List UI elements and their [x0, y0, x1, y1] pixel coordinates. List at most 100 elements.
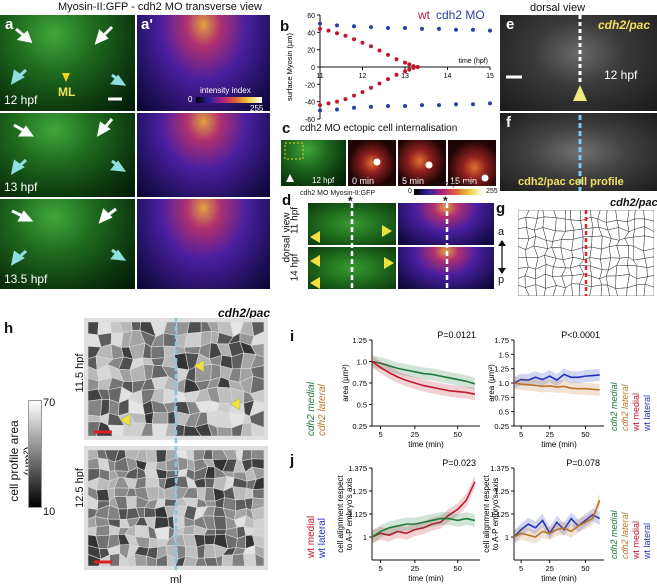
zoom-box	[284, 142, 304, 160]
cell-polygon	[644, 218, 654, 232]
y-tick-label: 0.25	[494, 422, 509, 431]
y-tick-label: 20	[307, 48, 315, 55]
cell-polygon	[87, 526, 97, 537]
scatter-point	[352, 37, 356, 42]
cell-polygon	[203, 557, 218, 567]
error-band	[372, 512, 475, 544]
y-tick-label: -60	[305, 117, 315, 124]
legend-cdh2-lateral: cdh2 lateral	[317, 384, 328, 436]
panel-h-colorbar-max: 70	[43, 397, 56, 409]
series-line	[513, 373, 600, 384]
cell-polygon	[644, 256, 654, 268]
cell-polygon	[213, 515, 227, 530]
p-value: P<0.0001	[561, 330, 600, 340]
scatter-point	[386, 104, 390, 108]
scatter-point	[411, 65, 416, 70]
panel-label-c: c	[282, 120, 291, 137]
chart-j-right: 1 1.125 1.25 1.375 5 25 50 time (min) cell align…	[482, 458, 604, 583]
panel-d-colorbar	[414, 189, 484, 195]
panel-h-cell-maps	[84, 318, 268, 570]
cyan-arrow-icon	[10, 68, 127, 266]
scatter-point	[420, 26, 424, 31]
scatter-point	[403, 104, 407, 108]
panel-label-e: e	[506, 16, 515, 33]
scatter-point	[386, 77, 390, 82]
panel-label-a: a	[5, 16, 14, 33]
cell-polygon	[643, 235, 654, 252]
legend-wt-lateral: wt lateral	[642, 522, 652, 559]
panel-g-genotype: cdh2/pac	[610, 197, 657, 209]
scatter-point	[369, 25, 373, 30]
legend-wt-lateral: wt lateral	[317, 517, 328, 558]
cell-polygon	[570, 210, 582, 222]
panel-e-time: 12 hpf	[604, 68, 638, 82]
x-tick-label: 50	[454, 564, 462, 573]
axis-label-p: p	[498, 274, 505, 286]
scatter-point	[437, 103, 441, 108]
legend-cdh2-mo: cdh2 MO	[436, 8, 485, 22]
y-tick-label: 0	[311, 65, 315, 72]
legend-wt-medial: wt medial	[631, 392, 641, 431]
chart-j-left: 1 1.125 1.25 1.375 5 25 50 time (min) cell align…	[336, 458, 480, 583]
panel-label-b: b	[280, 18, 290, 35]
cell-polygon	[626, 284, 637, 296]
chart-i-right: 0.25 0.5 0.75 1.0 1.25 1.5 1.75 5 25 50 time (min)…	[487, 330, 604, 449]
scatter-point	[407, 62, 412, 67]
cell-polygon	[615, 287, 628, 296]
scatter-point	[352, 24, 356, 29]
cell-polygon	[87, 321, 99, 336]
y-axis-label: area (µm²)	[487, 364, 496, 402]
p-value: P=0.078	[566, 458, 600, 468]
scatter-point	[343, 33, 348, 38]
error-band	[372, 355, 475, 390]
cell-polygon	[252, 488, 265, 500]
cell-polygon	[552, 285, 566, 296]
p-value: P=0.023	[442, 458, 476, 468]
y-tick-label: -40	[305, 100, 315, 107]
scatter-point	[377, 81, 382, 86]
scatter-point	[343, 97, 348, 102]
y-axis-label: area (µm²)	[341, 364, 350, 402]
scatter-point	[318, 108, 322, 113]
y-tick-label: 0.5	[357, 401, 367, 410]
cell-polygon	[184, 332, 202, 348]
cell-polygon	[117, 508, 128, 520]
cell-polygon	[186, 321, 202, 334]
panel-label-g: g	[496, 200, 506, 217]
panel-label-a-prime: a'	[141, 16, 153, 33]
panel-label-f: f	[506, 114, 511, 131]
panel-label-d: d	[282, 192, 292, 209]
series-line	[513, 513, 601, 538]
y-tick-label: 1.375	[490, 464, 509, 473]
cell-dot	[425, 161, 433, 169]
panel-c-frame-0min	[348, 140, 396, 186]
cell-polygon	[582, 236, 593, 248]
x-tick-label: 11	[316, 73, 323, 80]
legend-i-left: cdh2 medial cdh2 lateral	[306, 380, 328, 436]
panel-e-genotype: cdh2/pac	[598, 18, 651, 32]
scatter-point	[415, 65, 420, 69]
panel-a-arrows	[10, 25, 127, 266]
panel-a-title: Myosin-II:GFP - cdh2 MO transverse view	[58, 1, 262, 13]
y-tick-label: 1.25	[352, 487, 367, 496]
y-tick-label: 1.0	[499, 379, 509, 388]
cell-polygon	[634, 210, 645, 220]
cell-polygon	[150, 345, 166, 360]
scatter-point	[394, 57, 399, 62]
scatter-point	[369, 85, 373, 90]
panel-d-overlay	[310, 203, 449, 289]
panel-c-frame-label-0: 0 min	[352, 176, 375, 186]
cell-polygon	[600, 284, 610, 296]
cell-polygon	[126, 496, 137, 510]
cell-polygon	[243, 553, 257, 567]
scatter-point	[318, 26, 322, 31]
panel-c-title: cdh2 MO ectopic cell internalisation	[300, 123, 458, 134]
legend-wt-medial: wt medial	[306, 515, 317, 558]
time-label-13-5hpf: 13.5 hpf	[4, 272, 48, 286]
legend-wt-medial: wt medial	[631, 520, 641, 559]
scatter-point	[369, 44, 373, 49]
panel-d-title: cdh2 MO Myosin-II:GFP	[300, 190, 376, 197]
x-tick-label: 50	[454, 430, 462, 439]
cell-polygon	[134, 553, 148, 567]
cell-polygon	[151, 412, 169, 425]
